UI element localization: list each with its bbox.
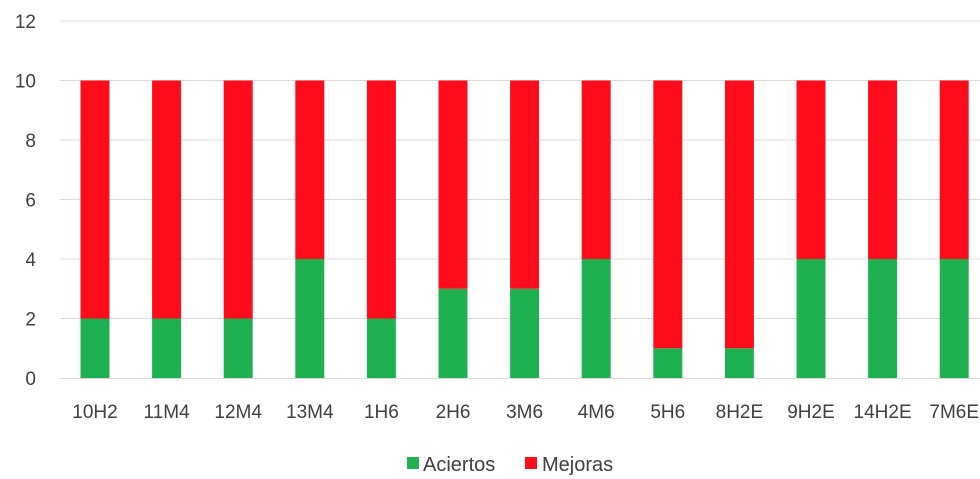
bar-aciertos-12m4	[223, 318, 253, 378]
x-tick-label: 9H2E	[787, 402, 835, 423]
bar-aciertos-3m6	[510, 288, 540, 378]
bar-mejoras-8h2e	[724, 80, 754, 349]
bar-aciertos-13m4	[295, 259, 325, 378]
bar-mejoras-5h6	[653, 80, 683, 349]
x-tick-label: 1H6	[364, 402, 399, 423]
bar-mejoras-13m4	[295, 80, 325, 259]
bar-mejoras-14h2e	[868, 80, 898, 259]
bar-aciertos-1h6	[366, 318, 396, 378]
x-tick-label: 10H2	[72, 402, 117, 423]
bar-mejoras-11m4	[152, 80, 182, 319]
x-tick-label: 8H2E	[716, 402, 764, 423]
bar-mejoras-10h2	[80, 80, 110, 319]
y-tick-label: 2	[25, 310, 36, 331]
y-tick-label: 12	[15, 12, 36, 33]
x-axis-tick-labels: 10H2 11M4 12M4 13M4 1H6 2H6 3M6 4M6 5H6 8H2E 9H2E 1…	[72, 402, 979, 423]
bar-mejoras-4m6	[581, 80, 611, 259]
x-tick-label: 7M6E	[929, 402, 979, 423]
y-tick-label: 0	[25, 369, 36, 390]
bar-mejoras-7m6e	[939, 80, 969, 259]
bar-aciertos-8h2e	[724, 348, 754, 378]
bar-aciertos-10h2	[80, 318, 110, 378]
bar-aciertos-11m4	[152, 318, 182, 378]
y-tick-label: 4	[25, 250, 36, 271]
x-tick-label: 12M4	[214, 402, 262, 423]
x-tick-label: 2H6	[436, 402, 471, 423]
bar-aciertos-9h2e	[796, 259, 826, 378]
legend-label-mejoras: Mejoras	[542, 454, 613, 476]
legend-label-aciertos: Aciertos	[423, 454, 495, 476]
bar-mejoras-2h6	[438, 80, 468, 289]
x-tick-label: 13M4	[286, 402, 334, 423]
y-axis-tick-labels: 0 2 4 6 8 10 12	[15, 12, 37, 390]
bars	[80, 80, 969, 378]
legend-swatch-aciertos	[407, 457, 419, 469]
bar-aciertos-7m6e	[939, 259, 969, 378]
x-tick-label: 4M6	[578, 402, 615, 423]
bar-mejoras-12m4	[223, 80, 253, 319]
bar-mejoras-3m6	[510, 80, 540, 289]
legend-swatch-mejoras	[525, 457, 537, 469]
legend: Aciertos Mejoras	[407, 454, 613, 476]
bar-mejoras-1h6	[366, 80, 396, 319]
x-tick-label: 5H6	[650, 402, 685, 423]
y-tick-label: 8	[25, 131, 36, 152]
y-tick-label: 10	[15, 72, 36, 93]
x-tick-label: 14H2E	[854, 402, 912, 423]
bar-aciertos-5h6	[653, 348, 683, 378]
bar-aciertos-4m6	[581, 259, 611, 378]
bar-aciertos-14h2e	[868, 259, 898, 378]
x-tick-label: 3M6	[506, 402, 543, 423]
x-tick-label: 11M4	[144, 402, 191, 423]
bar-aciertos-2h6	[438, 288, 468, 378]
bar-mejoras-9h2e	[796, 80, 826, 259]
y-tick-label: 6	[25, 191, 36, 212]
